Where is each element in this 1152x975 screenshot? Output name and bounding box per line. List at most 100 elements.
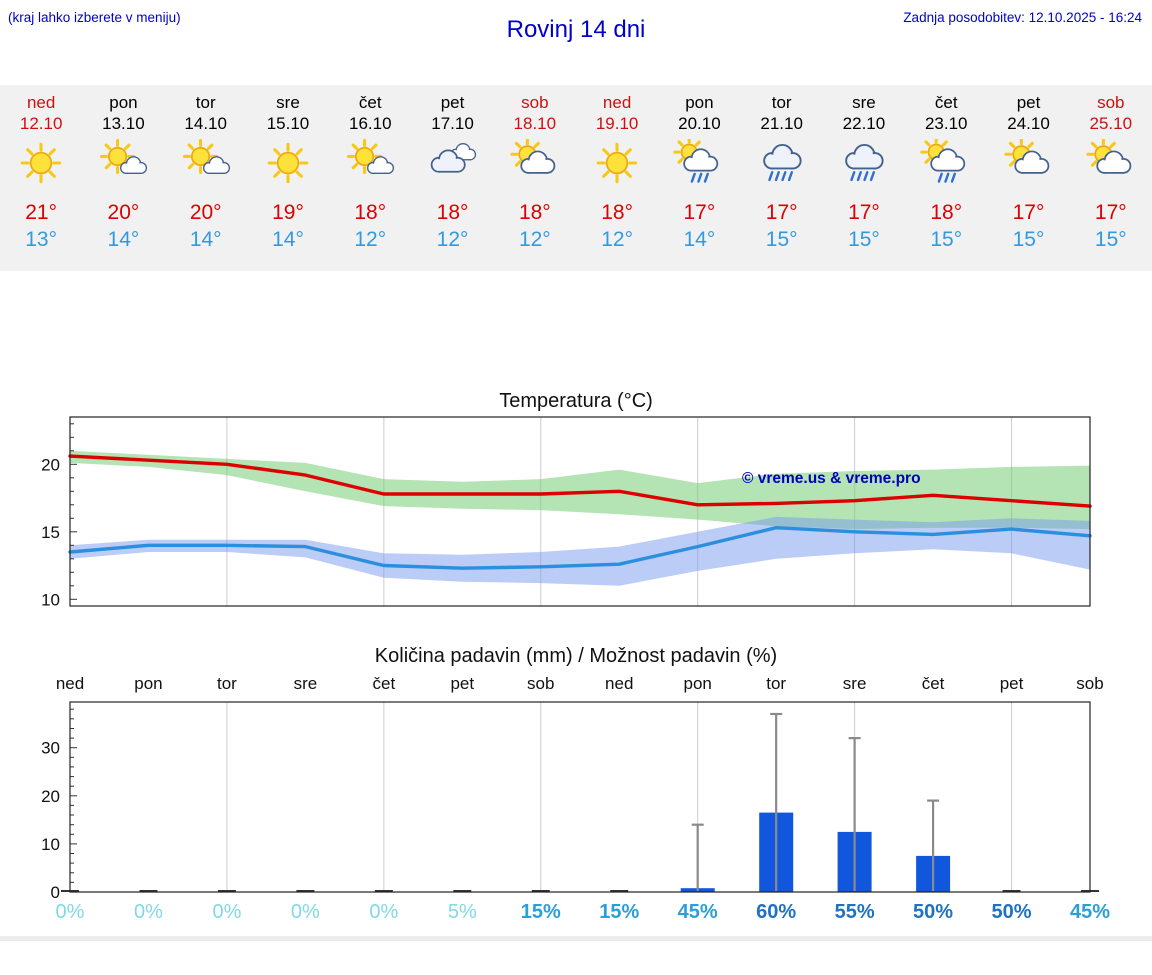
svg-text:20: 20 — [41, 787, 60, 806]
day-date: 21.10 — [760, 114, 803, 133]
day-name: pon — [685, 93, 714, 112]
day-name: pon — [109, 93, 138, 112]
precip-probability-label: 0% — [290, 901, 320, 923]
sun-cloud-icon — [494, 137, 576, 191]
day-low-temp: 14° — [107, 228, 140, 251]
day-low-temp: 12° — [436, 228, 469, 251]
day-name: ned — [26, 93, 56, 112]
bottom-divider — [0, 936, 1152, 941]
day-low-temp: 15° — [848, 228, 880, 251]
sun-rain-icon — [905, 136, 987, 191]
precip-day-label: sre — [293, 674, 318, 693]
precip-probability-label: 0% — [134, 901, 163, 923]
svg-text:10: 10 — [41, 835, 60, 854]
day-high-temp: 17° — [765, 201, 798, 224]
day-date: 13.10 — [102, 114, 145, 133]
menu-hint: (kraj lahko izberete v meniju) — [8, 10, 181, 25]
day-date: 14.10 — [184, 114, 227, 133]
forecast-day-column: sob 18.10 18° 12° — [494, 85, 576, 271]
day-high-temp: 18° — [518, 201, 551, 224]
day-low-temp: 13° — [25, 228, 58, 251]
day-low-temp: 14° — [272, 228, 304, 251]
forecast-day-column: čet 23.10 18° 15° — [905, 85, 987, 271]
precip-probability-row: 0% 0% 0% 0% 0% 5% 15% 15% 45% 60% 55% 50% 50% 45% — [0, 901, 1152, 931]
precip-probability-label: 0% — [55, 901, 85, 923]
day-low-temp: 12° — [518, 228, 551, 251]
sun-rain-icon — [658, 136, 740, 191]
day-low-temp: 12° — [354, 228, 387, 251]
day-name: sob — [521, 93, 549, 112]
day-date: 17.10 — [431, 114, 474, 133]
forecast-day-column: sre 15.10 19° 14° — [247, 85, 329, 271]
clouds-icon — [411, 139, 493, 191]
precip-day-label: pon — [683, 674, 712, 693]
day-low-temp: 14° — [683, 228, 716, 251]
precip-probability-label: 55% — [834, 901, 875, 923]
sun-icon — [247, 139, 329, 191]
day-date: 24.10 — [1007, 114, 1050, 133]
precip-day-label: čet — [372, 674, 396, 693]
day-high-temp: 17° — [1094, 201, 1127, 224]
day-name: pet — [440, 93, 465, 112]
precip-probability-label: 0% — [369, 901, 399, 923]
forecast-day-column: pet 17.10 18° 12° — [411, 85, 493, 271]
day-date: 23.10 — [924, 114, 968, 133]
svg-text:20: 20 — [41, 455, 60, 474]
forecast-day-column: tor 14.10 20° 14° — [165, 85, 247, 271]
precip-probability-label: 50% — [913, 901, 954, 923]
precip-probability-label: 15% — [599, 901, 640, 923]
day-name: ned — [602, 93, 632, 112]
precip-day-label: sre — [842, 674, 867, 693]
precip-probability-label: 45% — [1069, 901, 1111, 923]
day-low-temp: 15° — [1012, 228, 1045, 251]
forecast-day-column: ned 12.10 21° 13° — [0, 85, 82, 271]
day-high-temp: 18° — [354, 201, 387, 224]
day-high-temp: 20° — [107, 201, 140, 224]
day-high-temp: 18° — [436, 201, 469, 224]
precip-probability-label: 0% — [212, 901, 242, 923]
last-updated: Zadnja posodobitev: 12.10.2025 - 16:24 — [903, 10, 1142, 25]
day-high-temp: 17° — [683, 201, 716, 224]
day-low-temp: 15° — [930, 228, 963, 251]
day-low-temp: 15° — [1094, 228, 1127, 251]
day-high-temp: 19° — [272, 201, 304, 224]
day-high-temp: 18° — [601, 201, 633, 224]
day-high-temp: 20° — [189, 201, 222, 224]
page-title: Rovinj 14 dni — [506, 16, 646, 43]
temperature-chart-title: Temperatura (°C) — [499, 390, 653, 412]
precipitation-chart-title: Količina padavin (mm) / Možnost padavin … — [374, 645, 778, 667]
precip-probability-label: 50% — [991, 901, 1032, 923]
day-name: sre — [852, 93, 876, 112]
day-high-temp: 18° — [930, 201, 963, 224]
day-date: 12.10 — [19, 114, 63, 133]
precip-probability-label: 15% — [520, 901, 561, 923]
sun-cloud-icon — [987, 137, 1069, 191]
svg-text:30: 30 — [41, 739, 60, 758]
day-date: 15.10 — [266, 114, 310, 133]
temperature-chart: 10 15 20 © vreme.us & vreme.pro — [41, 416, 1092, 609]
forecast-strip: ned 12.10 21° 13° pon 13.10 20° 14° tor 14.10 20… — [0, 85, 1152, 271]
forecast-day-column: sre 22.10 17° 15° — [823, 85, 905, 271]
day-date: 18.10 — [513, 114, 557, 133]
forecast-day-column: sob 25.10 17° 15° — [1070, 85, 1152, 271]
precip-day-label: čet — [921, 674, 945, 693]
rain-icon — [741, 139, 823, 191]
precip-day-label: ned — [605, 674, 634, 693]
forecast-day-column: čet 16.10 18° 12° — [329, 85, 411, 271]
day-low-temp: 15° — [765, 228, 798, 251]
precip-day-labels-row: ned pon tor sre čet pet sob ned pon tor sre čet pet s… — [0, 674, 1152, 696]
day-name: sob — [1097, 93, 1125, 112]
day-low-temp: 12° — [601, 228, 633, 251]
day-high-temp: 17° — [1012, 201, 1045, 224]
precip-probability-label: 45% — [677, 901, 718, 923]
day-date: 16.10 — [348, 114, 392, 133]
rain-icon — [823, 139, 905, 191]
sun-small-cloud-icon — [329, 138, 411, 191]
precip-day-label: tor — [217, 674, 237, 693]
watermark: © vreme.us & vreme.pro — [742, 470, 921, 487]
day-name: pet — [1016, 93, 1041, 112]
day-high-temp: 17° — [848, 201, 880, 224]
sun-small-cloud-icon — [82, 138, 164, 191]
forecast-day-column: ned 19.10 18° 12° — [576, 85, 658, 271]
